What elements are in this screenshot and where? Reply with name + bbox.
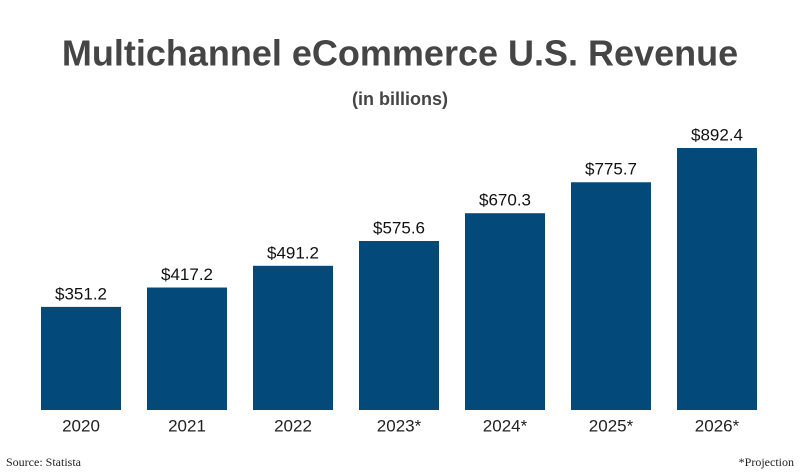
bar	[677, 148, 757, 410]
chart-title: Multichannel eCommerce U.S. Revenue	[62, 33, 738, 74]
value-label: $351.2	[55, 284, 107, 303]
bar	[359, 241, 439, 410]
value-label: $670.3	[479, 191, 531, 210]
x-tick-label: 2025*	[589, 416, 634, 435]
bar	[465, 213, 545, 410]
x-tick-label: 2026*	[695, 416, 740, 435]
value-label: $491.2	[267, 243, 319, 262]
bar	[41, 306, 121, 410]
note: *Projection	[739, 455, 794, 469]
value-label: $575.6	[373, 218, 425, 237]
x-tick-label: 2023*	[377, 416, 422, 435]
chart-subtitle: (in billions)	[352, 89, 448, 109]
bar	[571, 182, 651, 410]
x-tick-label: 2020	[62, 416, 100, 435]
value-label: $417.2	[161, 265, 213, 284]
x-tick-label: 2022	[274, 416, 312, 435]
bar	[253, 265, 333, 410]
x-tick-label: 2024*	[483, 416, 528, 435]
source: Source: Statista	[6, 455, 82, 469]
x-tick-label: 2021	[168, 416, 206, 435]
value-label: $892.4	[691, 125, 743, 144]
value-label: $775.7	[585, 160, 637, 179]
bar	[147, 287, 227, 410]
